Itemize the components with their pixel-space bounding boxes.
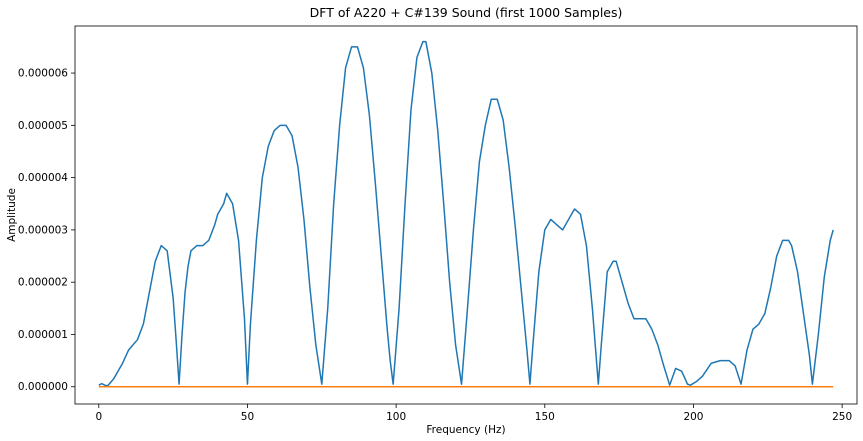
y-tick-label: 0.000004 — [18, 172, 68, 184]
x-tick-label: 200 — [683, 411, 703, 423]
y-tick-label: 0.000006 — [18, 68, 68, 80]
series-line-1 — [98, 40, 834, 387]
x-axis-label: Frequency (Hz) — [426, 424, 505, 436]
y-tick-label: 0.000005 — [18, 120, 68, 132]
y-tick-label: 0.000002 — [18, 277, 68, 289]
chart-title: DFT of A220 + C#139 Sound (first 1000 Sa… — [310, 5, 623, 20]
x-tick-label: 250 — [832, 411, 852, 423]
y-axis: 0.000000 0.000001 0.000002 0.000003 0.000004… — [18, 68, 75, 393]
y-axis-label: Amplitude — [6, 188, 18, 242]
x-tick-label: 150 — [535, 411, 555, 423]
y-tick-label: 0.000000 — [18, 381, 68, 393]
x-axis: 0 50 100 150 200 250 — [95, 404, 852, 423]
series-layer — [98, 40, 834, 388]
y-tick-label: 0.000003 — [18, 224, 68, 236]
x-tick-label: 50 — [241, 411, 254, 423]
plot-area-frame — [74, 25, 858, 405]
x-tick-label: 100 — [386, 411, 406, 423]
x-tick-label: 0 — [95, 411, 102, 423]
y-tick-label: 0.000001 — [18, 329, 68, 341]
